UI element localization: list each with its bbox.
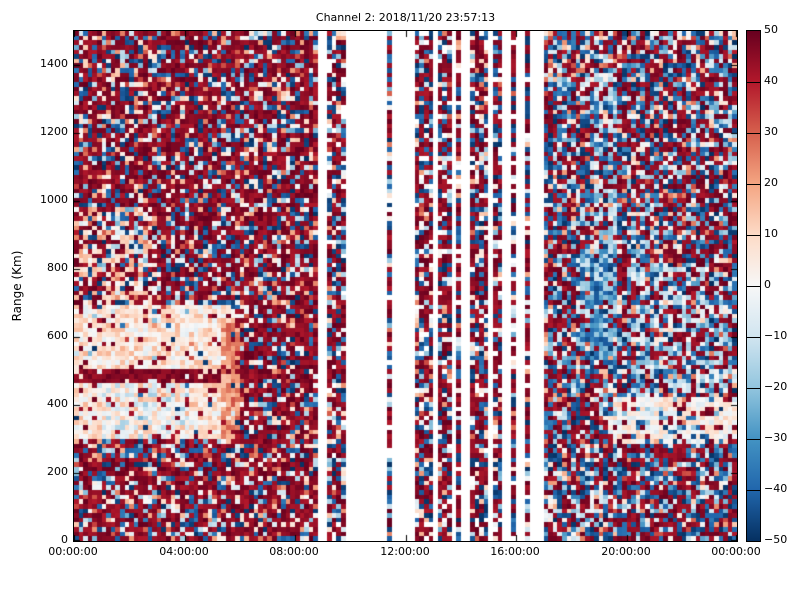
colorbar-tick (747, 388, 760, 389)
colorbar-tick (747, 439, 760, 440)
colorbar-tick-label: 10 (764, 227, 778, 240)
colorbar-tick (747, 184, 760, 185)
colorbar-tick-label: 0 (764, 278, 771, 291)
colorbar-tick (747, 286, 760, 287)
x-tick-label: 00:00:00 (711, 545, 761, 558)
colorbar-tick (747, 82, 760, 83)
colorbar-tick-label: 40 (764, 74, 778, 87)
y-tick-label: 1000 (40, 193, 68, 206)
colorbar-tick-label: 30 (764, 125, 778, 138)
x-tick-label: 16:00:00 (490, 545, 540, 558)
chart-title: Channel 2: 2018/11/20 23:57:13 (315, 11, 496, 24)
plot-area (73, 30, 738, 542)
x-tick-label: 08:00:00 (269, 545, 319, 558)
y-tick-label: 1400 (40, 57, 68, 70)
colorbar-tick-label: 20 (764, 176, 778, 189)
colorbar (746, 30, 761, 542)
colorbar-tick-label: −40 (764, 482, 788, 495)
y-tick-label: 800 (47, 261, 68, 274)
colorbar-tick (747, 133, 760, 134)
colorbar-tick-label: −30 (764, 431, 788, 444)
y-tick-label: 0 (61, 533, 68, 546)
colorbar-tick-label: −20 (764, 380, 788, 393)
x-tick-label: 04:00:00 (159, 545, 209, 558)
x-tick-label: 12:00:00 (380, 545, 430, 558)
heatmap-canvas (74, 31, 737, 541)
y-tick-label: 600 (47, 329, 68, 342)
colorbar-tick (747, 235, 760, 236)
y-tick-label: 200 (47, 465, 68, 478)
colorbar-tick-label: 50 (764, 23, 778, 36)
colorbar-tick (747, 490, 760, 491)
colorbar-tick-label: −50 (764, 533, 788, 546)
x-tick-label: 00:00:00 (48, 545, 98, 558)
colorbar-tick-label: −10 (764, 329, 788, 342)
y-tick-label: 1200 (40, 125, 68, 138)
colorbar-tick (747, 337, 760, 338)
x-tick-label: 20:00:00 (601, 545, 651, 558)
y-tick-label: 400 (47, 397, 68, 410)
